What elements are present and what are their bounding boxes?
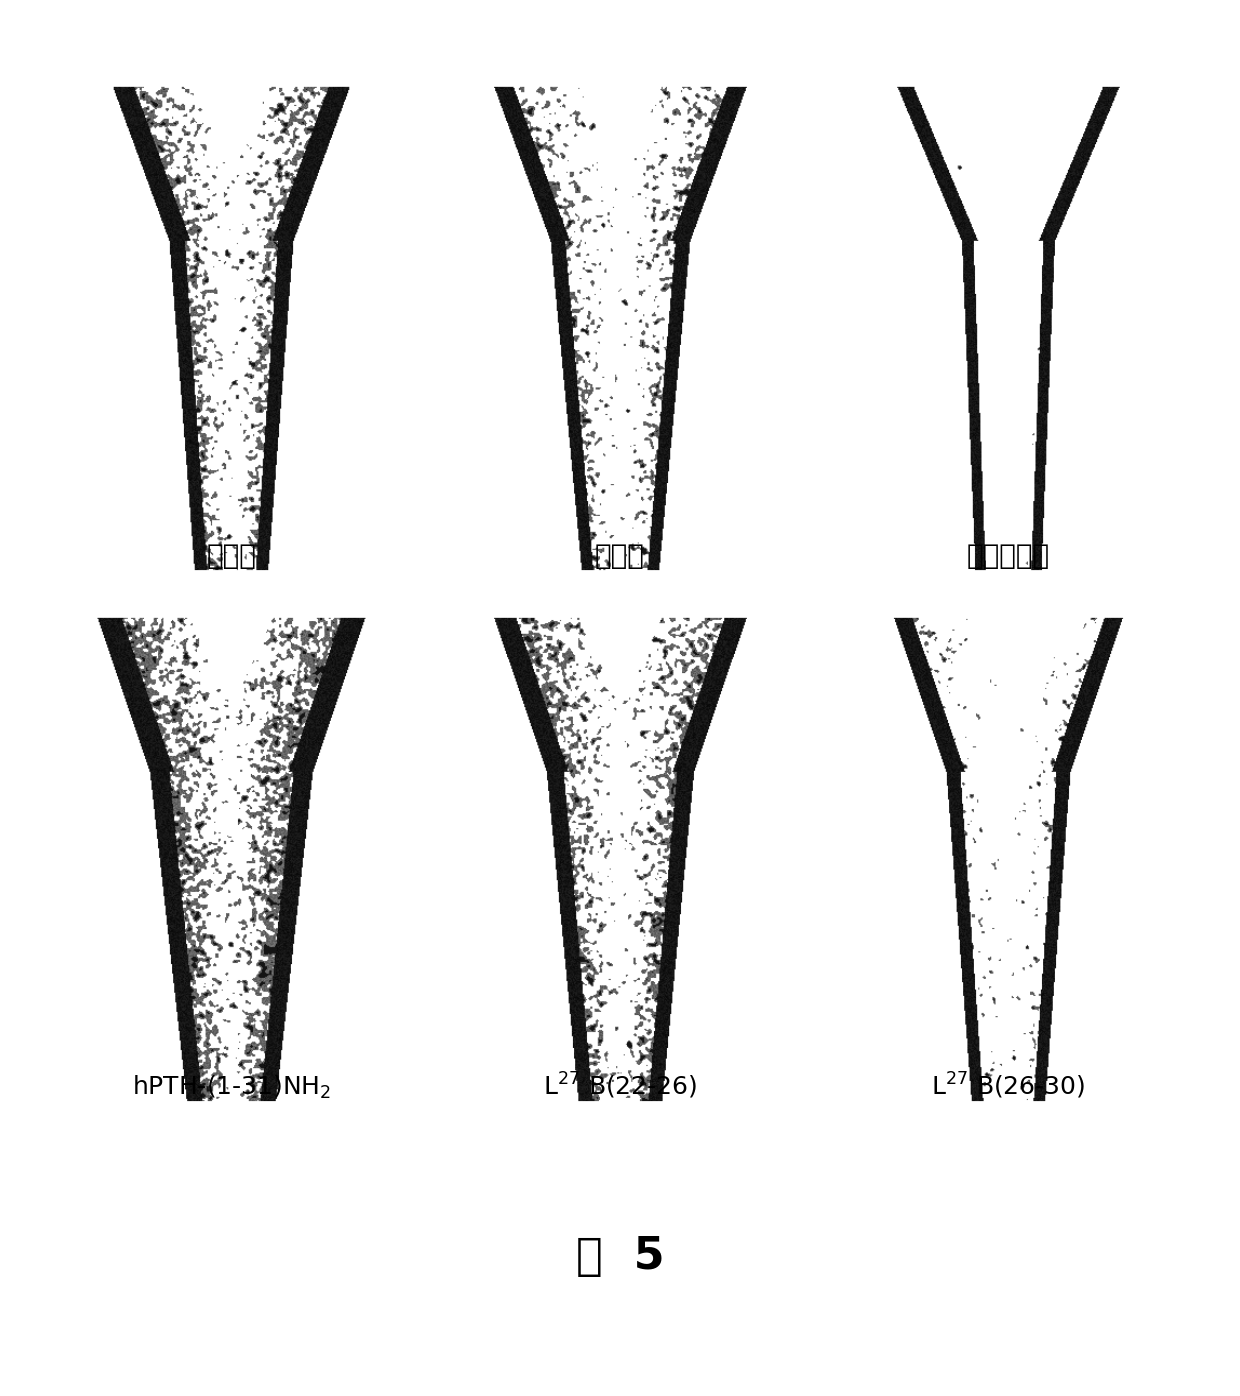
- Text: hPTH-(1-31)NH$_2$: hPTH-(1-31)NH$_2$: [133, 1074, 331, 1101]
- Text: 图  5: 图 5: [575, 1235, 665, 1277]
- Text: L$^{27}$ B(22-26): L$^{27}$ B(22-26): [543, 1071, 697, 1101]
- Text: L$^{27}$ B(26-30): L$^{27}$ B(26-30): [931, 1071, 1086, 1101]
- Text: 卵巢切除的: 卵巢切除的: [967, 543, 1050, 571]
- Text: 正常的: 正常的: [207, 543, 257, 571]
- Text: 模拟的: 模拟的: [595, 543, 645, 571]
